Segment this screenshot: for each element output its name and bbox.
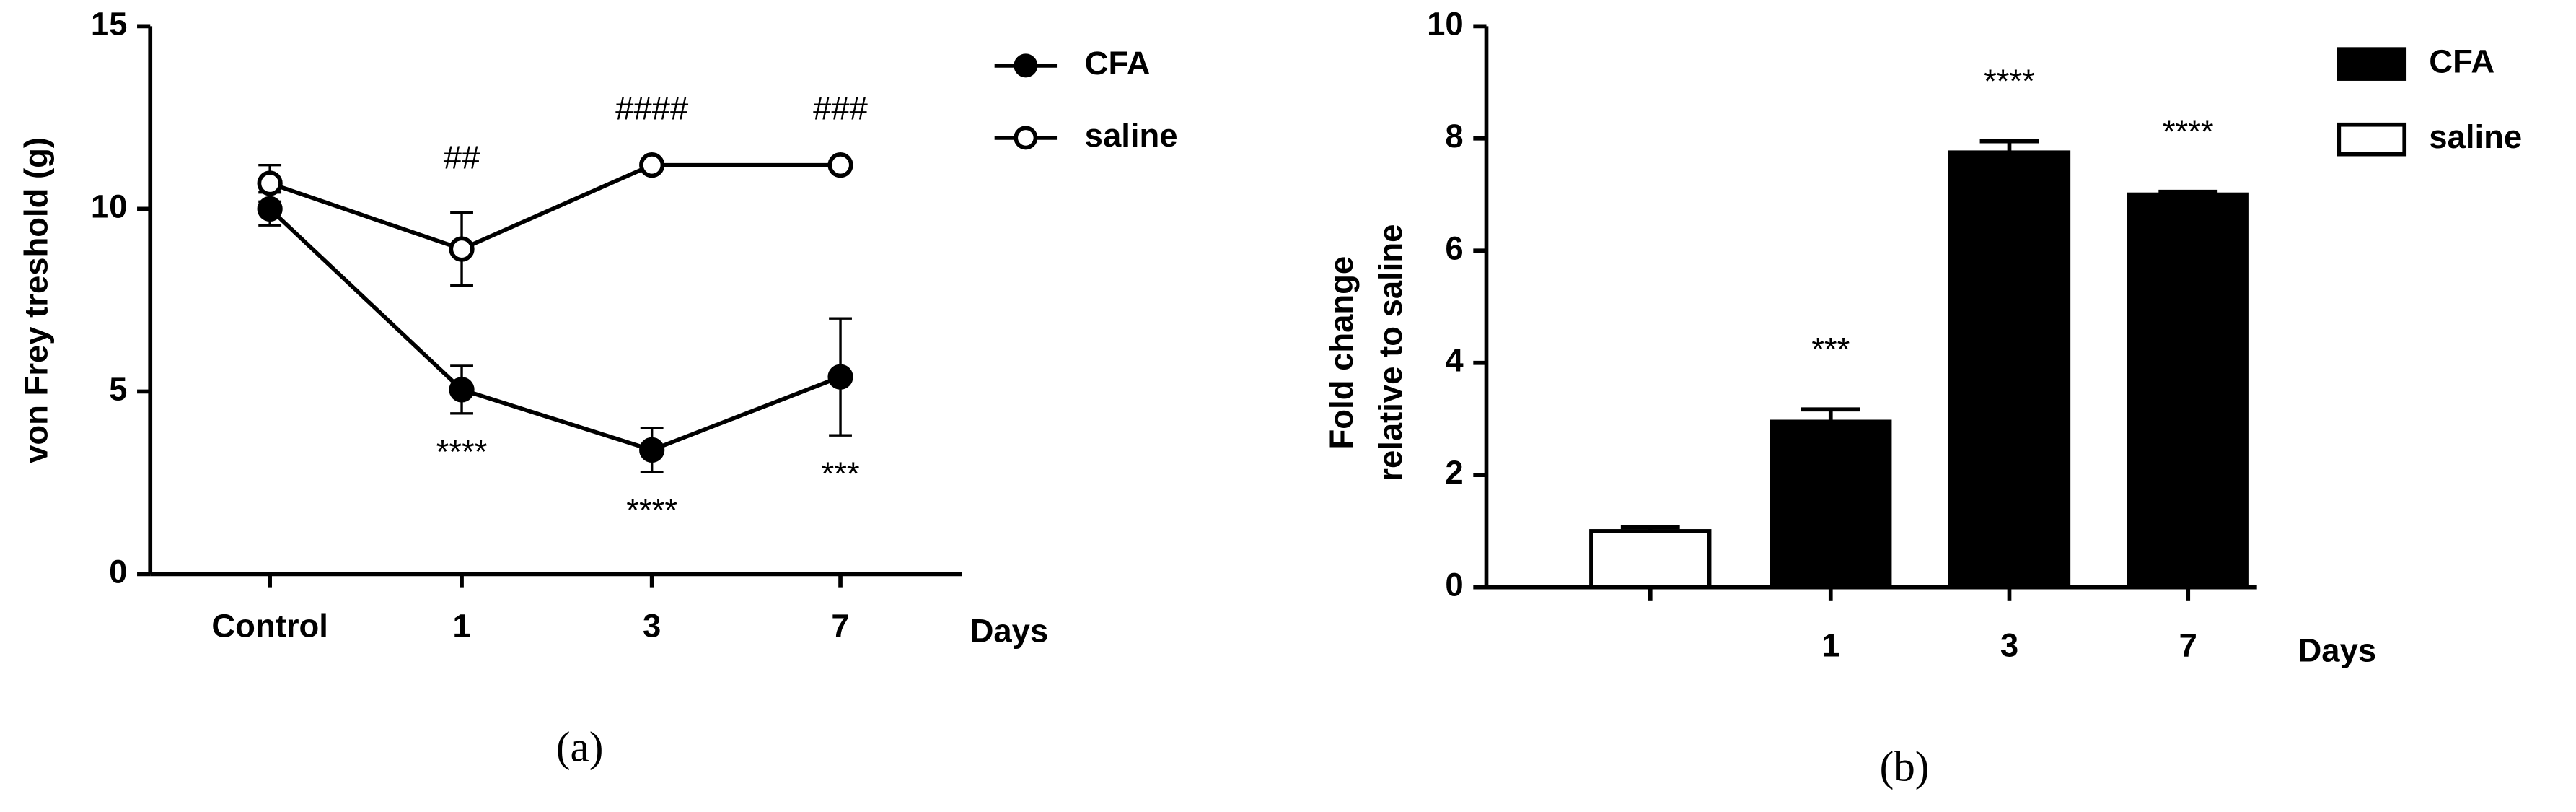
series-line: [269, 162, 841, 252]
x-axis-label: Days: [2298, 632, 2377, 669]
significance-label: ##: [444, 139, 480, 176]
legend-swatch: [2337, 122, 2407, 157]
significance-label: ****: [2163, 113, 2214, 150]
y-tick-label: 10: [91, 188, 128, 224]
y-tick-label: 6: [1445, 230, 1463, 266]
y-tick-label: 0: [1445, 567, 1463, 603]
error-bar: [1801, 407, 1860, 422]
y-tick-label: 8: [1445, 118, 1463, 154]
bar: [1770, 419, 1892, 590]
legend-marker: [1014, 53, 1038, 78]
x-tick-label: 1: [1821, 627, 1839, 664]
y-tick-label: 2: [1445, 454, 1463, 491]
bar: [2127, 192, 2249, 590]
series-line: [268, 207, 842, 453]
significance-label: ****: [626, 492, 677, 529]
legend-label: saline: [1085, 117, 1178, 154]
x-tick-label: 1: [452, 607, 470, 644]
panel-label: (a): [556, 722, 604, 770]
data-point: [639, 437, 665, 463]
legend-label: saline: [2429, 118, 2522, 155]
panel-label: (b): [1880, 743, 1930, 790]
data-point: [449, 377, 475, 403]
y-axis-label: relative to saline: [1372, 224, 1409, 481]
significance-label: ****: [1984, 63, 2035, 100]
bar: [1948, 150, 2071, 590]
data-point: [257, 170, 283, 196]
y-tick-label: 4: [1445, 342, 1464, 379]
y-tick-label: 0: [109, 553, 127, 590]
x-tick-label: 7: [2179, 627, 2197, 664]
significance-label: ####: [615, 90, 689, 126]
legend-label: CFA: [1085, 45, 1151, 82]
legend-label: CFA: [2429, 43, 2494, 80]
significance-label: ***: [822, 455, 860, 492]
x-axis-label: Days: [970, 612, 1049, 649]
y-axis-label: von Frey treshold (g): [18, 137, 55, 463]
significance-label: ***: [1811, 331, 1850, 368]
significance-label: ****: [436, 434, 488, 471]
x-tick-label: 3: [643, 607, 661, 644]
y-tick-label: 15: [91, 5, 128, 42]
data-point: [449, 236, 475, 262]
bar: [1589, 529, 1712, 590]
data-point: [827, 364, 853, 390]
x-tick-label: Control: [211, 607, 328, 644]
legend-marker: [1014, 126, 1038, 150]
y-axis-label: Fold change: [1323, 256, 1360, 450]
y-tick-label: 10: [1427, 5, 1464, 42]
x-tick-label: 3: [2000, 627, 2018, 664]
legend-swatch: [2337, 47, 2407, 81]
y-tick-label: 5: [109, 370, 127, 407]
data-point: [639, 152, 665, 178]
significance-label: ###: [813, 90, 869, 126]
data-point: [827, 152, 853, 178]
x-tick-label: 7: [831, 607, 849, 644]
